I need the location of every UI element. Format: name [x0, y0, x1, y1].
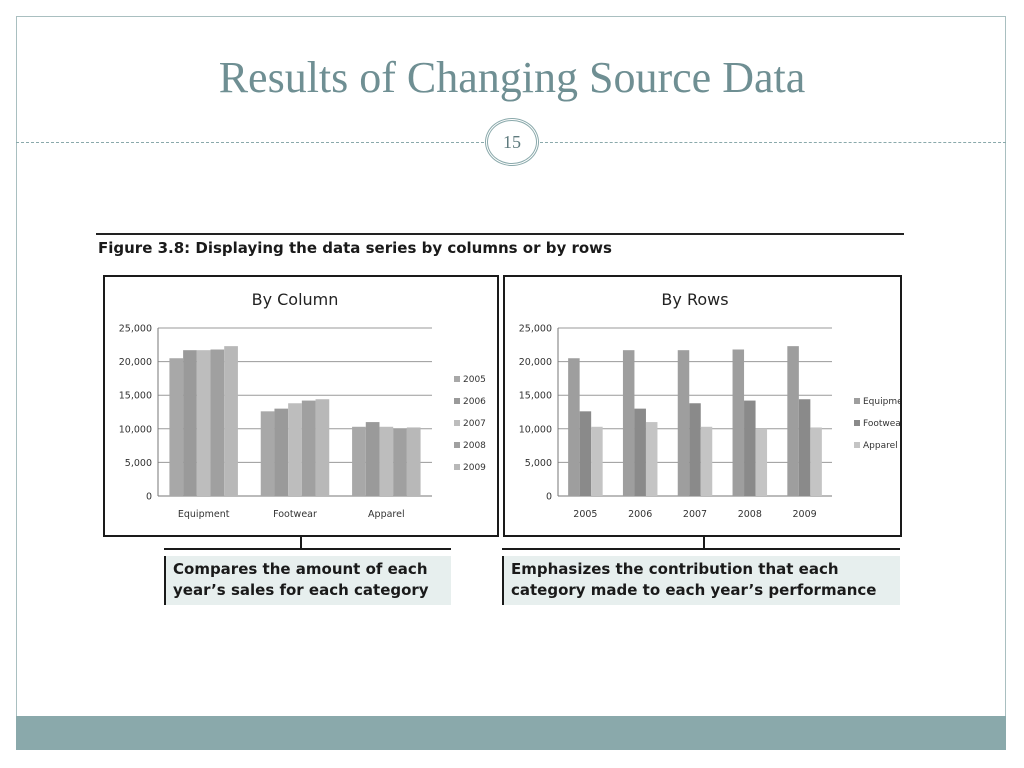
legend-swatch [454, 420, 460, 426]
caption-line: Emphasizes the contribution that each [511, 560, 839, 578]
bar-Apparel-2005 [591, 426, 603, 496]
bar-Equipment-2008 [732, 349, 745, 496]
x-tick-label: Equipment [178, 509, 230, 520]
legend-swatch [854, 442, 860, 448]
chart-panel-by-rows: By Rows 0 5,000 10,000 15,000 20,000 25,000 200… [503, 275, 902, 537]
bar-2009-Apparel [406, 427, 421, 496]
x-tick-label: 2006 [628, 509, 652, 520]
bar-Apparel-2009 [810, 427, 822, 496]
legend-label: 2006 [463, 397, 486, 407]
legend-swatch [854, 420, 860, 426]
connector-left-stem [300, 537, 302, 549]
x-tick-label: 2005 [573, 509, 597, 520]
bar-Footwear-2006 [634, 408, 646, 496]
legend-swatch [854, 398, 860, 404]
bar-2006-Equipment [183, 350, 197, 496]
bar-2008-Footwear [301, 400, 316, 496]
x-tick-label: Footwear [273, 509, 317, 520]
caption-by-column: Compares the amount of each year’s sales… [164, 556, 451, 605]
legend-label: 2007 [463, 419, 486, 429]
figure-top-rule [96, 233, 904, 235]
bar-2007-Equipment [196, 350, 211, 496]
bar-Apparel-2007 [700, 426, 713, 496]
bar-Footwear-2007 [689, 403, 701, 496]
title-divider-right [540, 142, 1006, 143]
caption-line: category made to each year’s performance [511, 581, 877, 599]
title-divider-left [16, 142, 484, 143]
legend-label: 2005 [463, 375, 486, 385]
y-tick-label: 15,000 [519, 391, 552, 402]
legend-label: 2008 [463, 441, 486, 451]
bar-2007-Apparel [379, 426, 394, 496]
chart-panel-by-column: By Column 0 5,000 10,000 15,000 20,000 25,000 E… [103, 275, 499, 537]
x-tick-label: 2009 [793, 509, 817, 520]
y-tick-label: 25,000 [519, 324, 552, 335]
chart-by-column: By Column 0 5,000 10,000 15,000 20,000 25,000 E… [119, 290, 486, 520]
bar-2009-Footwear [315, 399, 330, 496]
bar-Footwear-2009 [798, 399, 811, 496]
y-tick-label: 10,000 [519, 424, 552, 435]
bar-2008-Equipment [210, 349, 225, 496]
bar-Equipment-2005 [568, 358, 580, 496]
bar-Apparel-2008 [755, 428, 768, 496]
x-tick-label: 2007 [683, 509, 707, 520]
y-tick-label: 5,000 [525, 458, 552, 469]
legend-label: Apparel [863, 441, 898, 451]
bar-Equipment-2009 [787, 346, 799, 496]
caption-line: year’s sales for each category [173, 581, 429, 599]
y-tick-label: 15,000 [119, 391, 152, 402]
y-tick-label: 10,000 [119, 424, 152, 435]
legend-label: 2009 [463, 463, 486, 473]
y-tick-label: 20,000 [119, 357, 152, 368]
chart-title: By Column [252, 290, 339, 309]
y-tick-label: 0 [546, 492, 552, 503]
bar-Footwear-2005 [579, 411, 592, 496]
figure-title: Figure 3.8: Displaying the data series b… [98, 239, 612, 257]
legend-swatch [454, 464, 460, 470]
bar-2006-Footwear [274, 408, 289, 496]
bar-2005-Footwear [260, 411, 275, 496]
bar-2008-Apparel [393, 428, 407, 496]
legend-label: Footwear [863, 419, 900, 429]
y-tick-label: 5,000 [125, 458, 152, 469]
connector-left-bar [164, 548, 451, 550]
bar-2006-Apparel [365, 422, 380, 496]
bar-Equipment-2007 [677, 350, 690, 496]
bar-2005-Equipment [169, 358, 184, 496]
connector-right-bar [502, 548, 900, 550]
y-tick-label: 20,000 [519, 357, 552, 368]
bar-Footwear-2008 [744, 400, 756, 496]
bar-2005-Apparel [352, 426, 366, 496]
page-number-badge: 15 [485, 118, 539, 166]
bar-2009-Equipment [224, 346, 238, 496]
legend-swatch [454, 442, 460, 448]
chart-title: By Rows [661, 290, 728, 309]
bar-Equipment-2006 [622, 350, 635, 496]
chart-by-rows: By Rows 0 5,000 10,000 15,000 20,000 25,000 200… [519, 290, 900, 520]
legend-label: Equipment [863, 397, 900, 407]
x-tick-label: Apparel [368, 509, 405, 520]
y-tick-label: 25,000 [119, 324, 152, 335]
caption-by-rows: Emphasizes the contribution that each ca… [502, 556, 900, 605]
x-tick-label: 2008 [738, 509, 762, 520]
slide-title: Results of Changing Source Data [218, 53, 806, 102]
y-tick-label: 0 [146, 492, 152, 503]
connector-right-stem [703, 537, 705, 549]
bar-2007-Footwear [288, 403, 302, 496]
footer-band [16, 716, 1006, 750]
caption-line: Compares the amount of each [173, 560, 428, 578]
legend-swatch [454, 398, 460, 404]
bar-Apparel-2006 [645, 422, 658, 496]
legend-swatch [454, 376, 460, 382]
